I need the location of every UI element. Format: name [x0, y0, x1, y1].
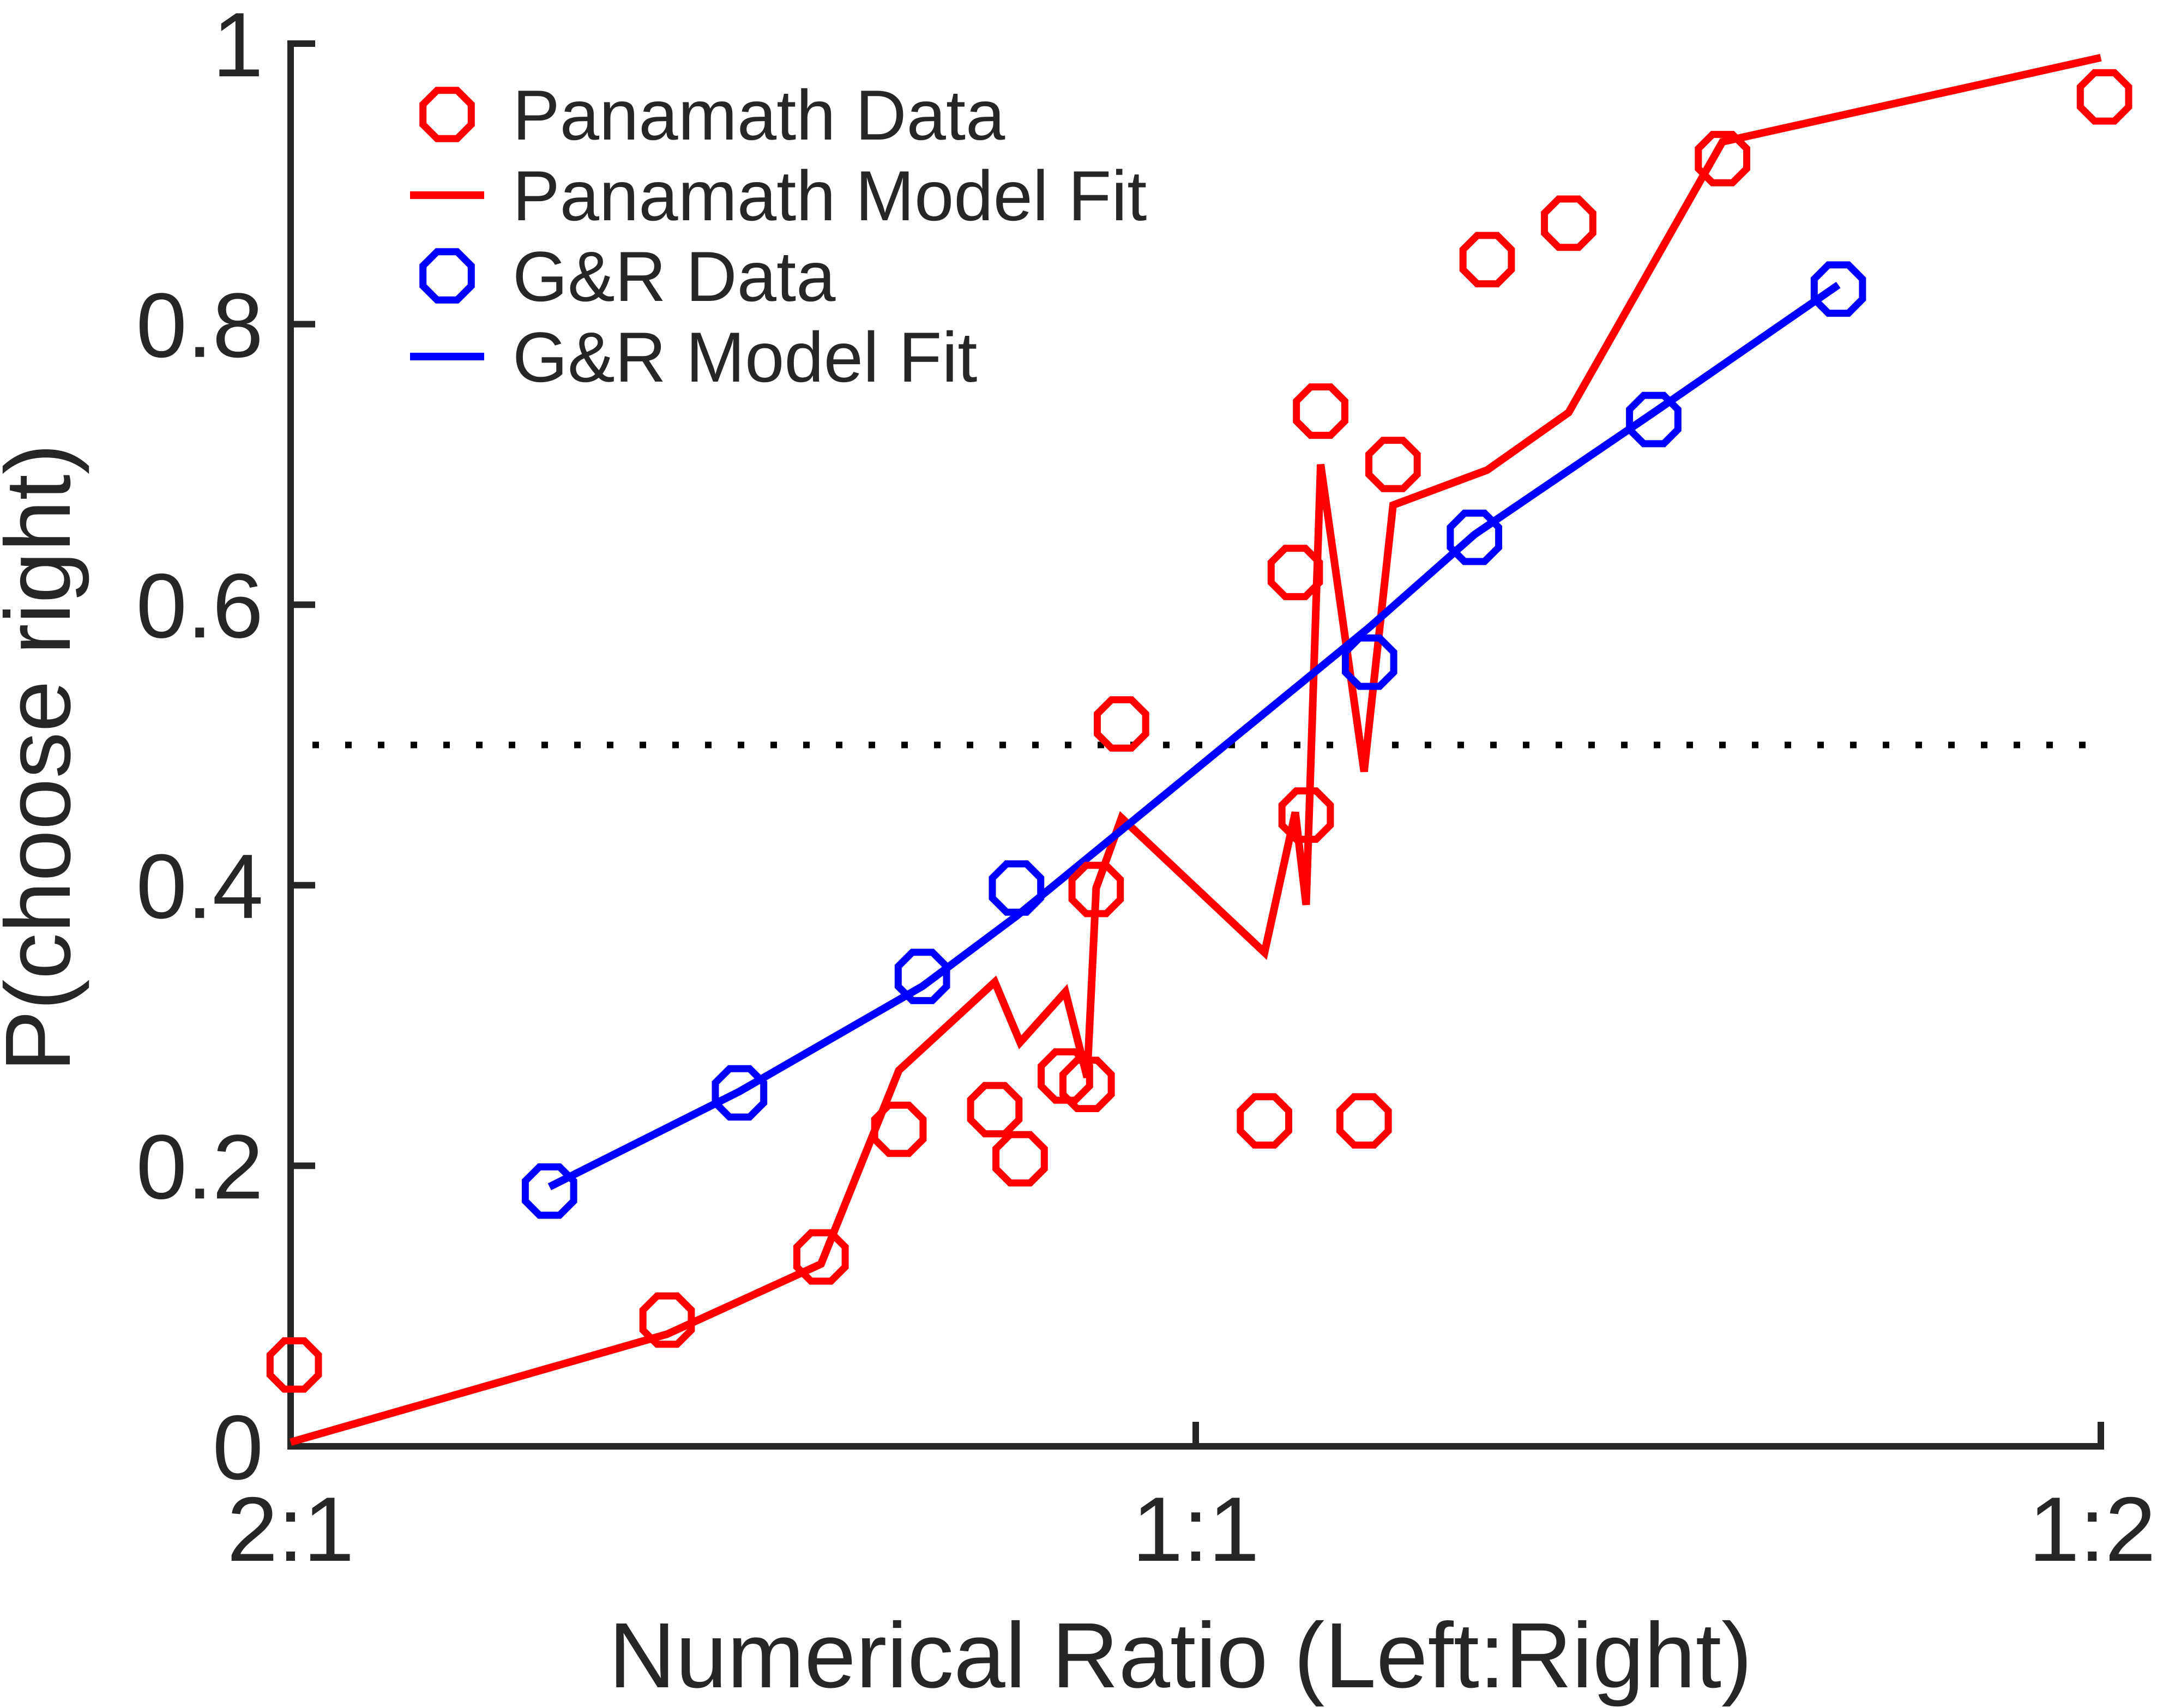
data-point-g-r-data — [989, 860, 1045, 916]
legend-label: G&R Model Fit — [513, 317, 977, 397]
data-point-panamath-data — [793, 1229, 849, 1285]
data-point-panamath-data — [1278, 787, 1334, 843]
data-point-panamath-data — [2076, 69, 2132, 125]
data-point-panamath-data — [1059, 1057, 1115, 1112]
x-tick-label: 1:2 — [2028, 1478, 2156, 1580]
data-point-panamath-data — [1068, 861, 1124, 918]
y-tick-label: 0.2 — [136, 1115, 263, 1218]
x-tick-label: 2:1 — [227, 1478, 354, 1580]
x-tick-label: 1:1 — [1132, 1478, 1260, 1580]
legend-label: G&R Data — [513, 237, 836, 316]
data-point-panamath-data — [1365, 437, 1421, 492]
legend-marker — [419, 87, 475, 142]
data-point-panamath-data — [871, 1101, 927, 1157]
y-tick-label: 1 — [213, 0, 263, 96]
series-line-panamath-model-fit — [290, 53, 2102, 1446]
series-line-g-r-model-fit — [547, 281, 1841, 1191]
legend-marker — [419, 248, 475, 304]
data-point-panamath-data — [1336, 1093, 1392, 1149]
data-point-g-r-data — [1626, 391, 1682, 448]
y-tick-label: 0 — [213, 1396, 263, 1499]
data-point-g-r-data — [1810, 261, 1866, 317]
data-point-g-r-data — [894, 949, 950, 1004]
data-point-panamath-data — [1293, 383, 1348, 439]
data-point-g-r-data — [1447, 509, 1503, 565]
data-point-g-r-data — [521, 1163, 577, 1219]
data-point-panamath-data — [967, 1082, 1023, 1138]
data-point-panamath-data — [1267, 545, 1323, 600]
data-point-panamath-data — [1237, 1093, 1292, 1149]
data-point-panamath-data — [992, 1131, 1048, 1187]
legend-label: Panamath Model Fit — [513, 156, 1147, 236]
x-axis-title: Numerical Ratio (Left:Right) — [608, 1604, 1752, 1707]
legend-label: Panamath Data — [513, 75, 1005, 155]
data-point-panamath-data — [1541, 195, 1596, 251]
y-tick-label: 0.4 — [136, 835, 263, 938]
data-point-panamath-data — [1094, 696, 1149, 752]
y-axis-title: P(choose right) — [0, 444, 90, 1072]
y-tick-label: 0.6 — [136, 554, 263, 657]
data-point-g-r-data — [712, 1065, 768, 1121]
data-point-panamath-data — [266, 1337, 322, 1393]
data-point-g-r-data — [1341, 634, 1397, 690]
y-tick-label: 0.8 — [136, 274, 263, 377]
data-point-panamath-data — [639, 1292, 695, 1348]
data-point-panamath-data — [1695, 131, 1750, 186]
plot-area — [266, 53, 2132, 1446]
data-point-panamath-data — [1459, 232, 1515, 288]
